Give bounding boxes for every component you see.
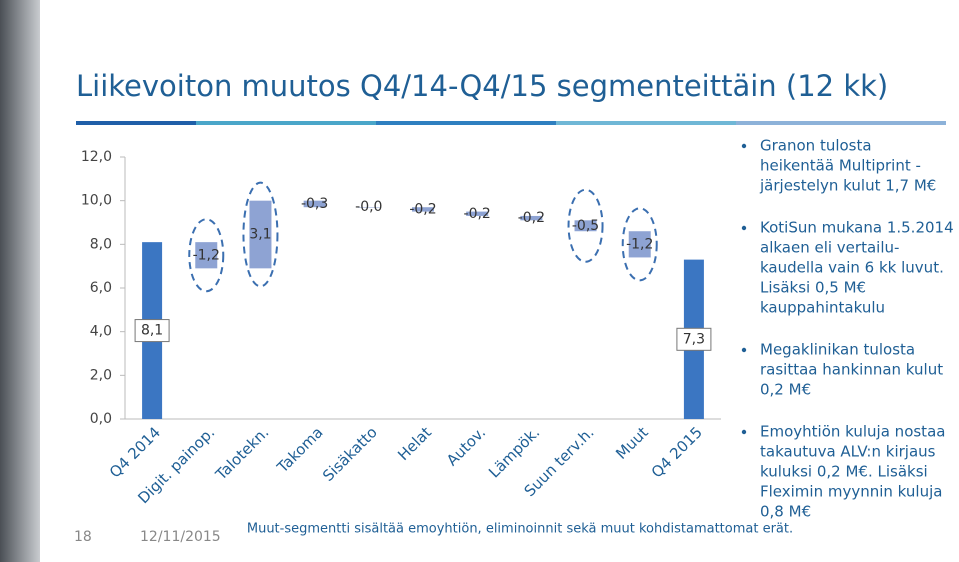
bullet-text: 0,8 M€ bbox=[760, 503, 811, 521]
value-label: -1,2 bbox=[193, 247, 220, 263]
bullet-text: Megaklinikan tulosta bbox=[760, 341, 915, 359]
change-bar bbox=[466, 211, 489, 216]
y-tick-label: 8,0 bbox=[90, 236, 112, 252]
value-label: -0,2 bbox=[518, 210, 545, 226]
change-bar bbox=[412, 207, 434, 212]
label-box bbox=[676, 327, 712, 351]
bullet-text: kauppahintakulu bbox=[760, 299, 885, 317]
bullet-text: heikentää Multiprint - bbox=[760, 157, 921, 175]
bullet-text: KotiSun mukana 1.5.2014 bbox=[760, 219, 954, 237]
y-tick-label: 6,0 bbox=[90, 280, 112, 296]
change-bar bbox=[195, 242, 218, 269]
value-label: 7,3 bbox=[683, 331, 705, 347]
bullet-text: Lisäksi 0,5 M€ bbox=[760, 279, 866, 297]
y-tick-label: 4,0 bbox=[90, 324, 112, 340]
bullet-dot bbox=[741, 429, 747, 435]
bullet-text: Fleximin myynnin kuluja bbox=[760, 483, 942, 501]
bullet-text: alkaen eli vertailu- bbox=[760, 239, 899, 257]
bullet-text: Granon tulosta bbox=[760, 137, 872, 155]
change-bar bbox=[249, 200, 272, 269]
side-strip bbox=[0, 0, 40, 562]
value-label: -0,2 bbox=[464, 206, 491, 222]
value-label: -0,2 bbox=[409, 201, 436, 217]
bullet-dot bbox=[741, 225, 747, 231]
bullet-text: 0,2 M€ bbox=[760, 381, 811, 399]
value-label: -0,5 bbox=[572, 218, 599, 234]
bullet-text: rasittaa hankinnan kulut bbox=[760, 361, 943, 379]
value-label: -0,0 bbox=[355, 199, 382, 215]
bullet-text: takautuva ALV:n kirjaus bbox=[760, 443, 936, 461]
change-bar bbox=[628, 231, 651, 258]
value-label: 8,1 bbox=[141, 323, 163, 339]
change-bar bbox=[357, 207, 380, 208]
bullet-text: kaudella vain 6 kk luvut. bbox=[760, 259, 944, 277]
label-box bbox=[134, 319, 170, 343]
highlight-circle bbox=[242, 181, 279, 288]
value-label: -1,2 bbox=[626, 236, 653, 252]
y-tick-label: 10,0 bbox=[81, 193, 112, 209]
change-bar bbox=[574, 220, 597, 232]
page-number: 18 bbox=[74, 529, 92, 545]
bullet-dot bbox=[741, 143, 747, 149]
highlight-circle bbox=[621, 207, 658, 282]
bullet-text: kuluksi 0,2 M€. Lisäksi bbox=[760, 463, 928, 481]
bullet-text: Emoyhtiön kuluja nostaa bbox=[760, 423, 945, 441]
y-tick-label: 2,0 bbox=[90, 367, 112, 383]
bullet-dot bbox=[741, 347, 747, 353]
change-bar bbox=[520, 215, 543, 221]
value-label: -0,3 bbox=[301, 196, 328, 212]
change-bar bbox=[303, 200, 326, 208]
y-tick-label: 12,0 bbox=[81, 149, 112, 165]
date: 12/11/2015 bbox=[140, 529, 221, 545]
y-tick-label: 0,0 bbox=[90, 411, 112, 427]
footnote: Muut-segmentti sisältää emoyhtiön, elimi… bbox=[247, 522, 793, 537]
value-label: 3,1 bbox=[249, 227, 271, 243]
highlight-circle bbox=[188, 218, 225, 293]
title-rule bbox=[76, 121, 946, 125]
highlight-circle bbox=[567, 188, 604, 263]
bullet-text: järjestelyn kulut 1,7 M€ bbox=[759, 177, 936, 195]
slide-title: Liikevoiton muutos Q4/14-Q4/15 segmentei… bbox=[76, 69, 888, 103]
